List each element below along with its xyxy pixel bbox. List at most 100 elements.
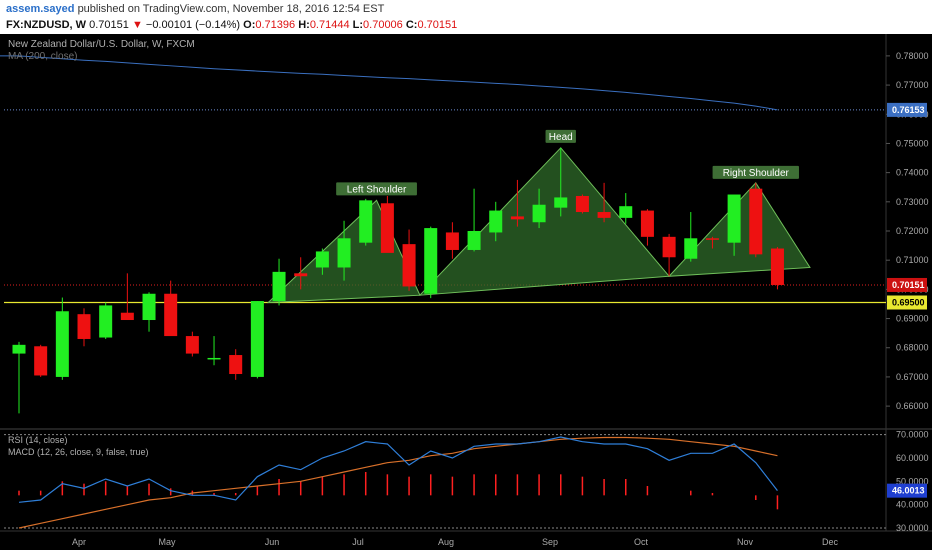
chart-header: assem.sayed published on TradingView.com… — [0, 0, 932, 34]
candle — [34, 344, 48, 377]
ma200-line — [0, 55, 778, 111]
pattern-label-left: Left Shoulder — [347, 184, 407, 195]
y-tick-label: 0.78000 — [896, 51, 929, 61]
y-tick-label: 0.67000 — [896, 372, 929, 382]
candle — [705, 236, 719, 249]
chart-title: New Zealand Dollar/U.S. Dollar, W, FXCM — [8, 39, 195, 50]
candle — [640, 209, 654, 246]
ma-price-label-bg — [887, 102, 927, 117]
indicator-y-tick-label: 60.0000 — [896, 453, 929, 463]
y-tick-label: 0.77000 — [896, 80, 929, 90]
ma-price-label: 0.76153 — [892, 105, 925, 115]
candle-body — [34, 346, 48, 376]
candle-body — [554, 197, 568, 208]
price-change: −0.00101 (−0.14%) — [145, 19, 241, 31]
macd-legend: MACD (12, 26, close, 9, false, true) — [8, 447, 149, 457]
candle-body — [705, 238, 719, 240]
high-label: H: — [298, 19, 310, 31]
candle-body — [120, 312, 134, 321]
candle-body — [294, 273, 308, 277]
pattern-label-bg — [545, 129, 576, 143]
candle-body — [12, 344, 26, 354]
candle-body — [575, 195, 589, 213]
last-price: 0.70151 — [89, 19, 129, 31]
x-tick-label: Nov — [737, 537, 754, 547]
candle — [315, 248, 329, 275]
last-price-label: 0.70151 — [892, 280, 925, 290]
low-label: L: — [352, 19, 364, 31]
candle — [510, 179, 524, 227]
indicator-y-tick-label: 30.0000 — [896, 523, 929, 533]
pattern-label-bg — [336, 182, 417, 196]
rsi-legend: RSI (14, close) — [8, 435, 68, 445]
candle — [229, 349, 243, 380]
candle-body — [207, 357, 221, 360]
candle-body — [770, 248, 784, 285]
candle-body — [684, 238, 698, 259]
price-chart[interactable]: 0.780000.770000.760000.750000.740000.730… — [0, 34, 932, 550]
candle — [185, 331, 199, 357]
pattern-label-head: Head — [549, 132, 573, 143]
y-tick-label: 0.72000 — [896, 226, 929, 236]
candle — [402, 229, 416, 291]
candle — [467, 188, 481, 252]
y-tick-label: 0.69000 — [896, 314, 929, 324]
x-tick-label: Dec — [822, 537, 839, 547]
x-tick-label: May — [158, 537, 176, 547]
y-tick-label: 0.71000 — [896, 255, 929, 265]
open-label: O: — [243, 19, 256, 31]
candle-body — [532, 204, 546, 223]
candle-body — [445, 232, 459, 250]
candle — [120, 273, 134, 321]
candle — [749, 182, 763, 258]
x-tick-label: Oct — [634, 537, 649, 547]
candle-body — [467, 231, 481, 250]
open-value: 0.71396 — [255, 19, 296, 31]
candle-body — [640, 210, 654, 237]
candle-body — [272, 271, 286, 302]
candle-body — [749, 188, 763, 255]
close-value: 0.70151 — [417, 19, 458, 31]
candle-body — [359, 200, 373, 243]
candle — [424, 226, 438, 299]
y-tick-label: 0.68000 — [896, 343, 929, 353]
published-text: published on TradingView.com, November 1… — [77, 3, 385, 15]
candle — [55, 297, 69, 380]
candle — [164, 280, 178, 337]
publish-info: assem.sayed published on TradingView.com… — [6, 3, 384, 15]
candle — [99, 302, 113, 339]
indicator-y-tick-label: 50.0000 — [896, 476, 929, 486]
symbol-info: FX:NZDUSD, W 0.70151 ▼ −0.00101 (−0.14%)… — [6, 19, 457, 31]
support-price-label: 0.69500 — [892, 298, 925, 308]
candle-body — [662, 236, 676, 258]
candle — [597, 182, 611, 223]
candle — [445, 222, 459, 259]
high-value: 0.71444 — [309, 19, 350, 31]
candle — [380, 195, 394, 253]
candle — [532, 188, 546, 229]
candle-body — [77, 314, 91, 339]
candle-body — [99, 305, 113, 338]
candle-body — [315, 251, 329, 268]
indicator-y-tick-label: 70.0000 — [896, 430, 929, 440]
ma-legend: MA (200, close) — [8, 51, 77, 62]
candle-body — [510, 216, 524, 220]
macd-signal-line — [18, 436, 778, 529]
change-down-icon: ▼ — [131, 19, 143, 31]
indicator-y-tick-label: 40.0000 — [896, 500, 929, 510]
candle-body — [55, 311, 69, 377]
symbol-label[interactable]: FX:NZDUSD, W — [6, 19, 87, 31]
y-tick-label: 0.73000 — [896, 197, 929, 207]
candle — [77, 308, 91, 347]
candle-body — [185, 336, 199, 354]
y-tick-label: 0.74000 — [896, 168, 929, 178]
username-link[interactable]: assem.sayed — [6, 3, 75, 15]
candle — [575, 194, 589, 214]
x-tick-label: Sep — [542, 537, 558, 547]
rsi-value-label: 46.0013 — [892, 486, 925, 496]
candle-body — [619, 206, 633, 218]
chart-area[interactable]: 0.780000.770000.760000.750000.740000.730… — [0, 34, 932, 550]
candle — [272, 258, 286, 306]
candle — [337, 220, 351, 281]
candle-body — [424, 228, 438, 294]
